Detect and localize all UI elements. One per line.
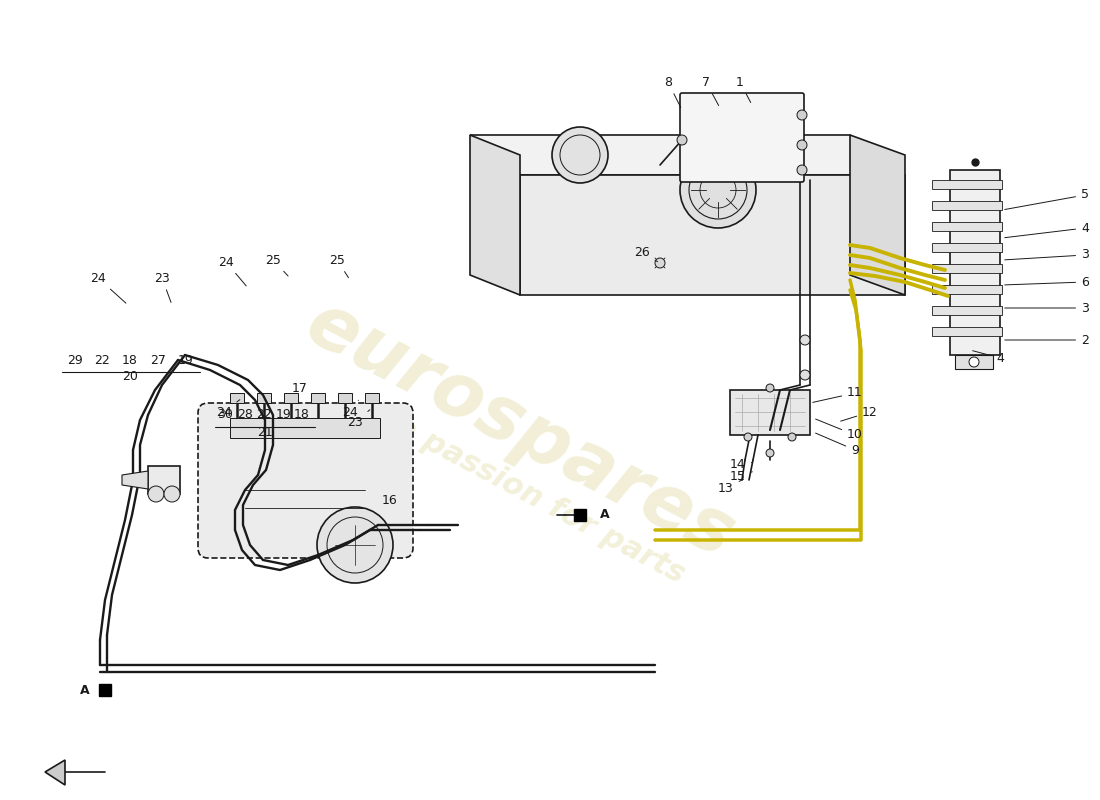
- Bar: [284, 393, 298, 403]
- Bar: [950, 170, 1000, 355]
- Text: 28: 28: [238, 409, 253, 422]
- Text: 25: 25: [329, 254, 349, 278]
- Text: 3: 3: [1004, 302, 1089, 314]
- Circle shape: [676, 135, 688, 145]
- Polygon shape: [520, 175, 905, 295]
- Circle shape: [766, 449, 774, 457]
- Text: 3: 3: [1004, 249, 1089, 262]
- Text: 22: 22: [256, 409, 272, 422]
- Text: 1: 1: [736, 75, 750, 102]
- Text: 27: 27: [150, 354, 166, 366]
- Text: 23: 23: [154, 271, 170, 302]
- Circle shape: [800, 370, 810, 380]
- Bar: [730, 390, 810, 435]
- Text: 2: 2: [1004, 334, 1089, 346]
- Polygon shape: [45, 760, 65, 785]
- Bar: [257, 393, 271, 403]
- Text: 15: 15: [730, 470, 752, 482]
- Text: 17: 17: [293, 382, 308, 394]
- Circle shape: [788, 433, 796, 441]
- Bar: [311, 393, 324, 403]
- Text: 19: 19: [276, 409, 292, 422]
- Text: 24: 24: [216, 400, 240, 418]
- Bar: [932, 285, 1002, 294]
- Bar: [932, 306, 1002, 315]
- Bar: [148, 466, 180, 494]
- Bar: [932, 243, 1002, 252]
- Text: 13: 13: [718, 479, 744, 494]
- Polygon shape: [850, 135, 905, 295]
- Circle shape: [317, 507, 393, 583]
- Text: 24: 24: [218, 255, 246, 286]
- Text: 4: 4: [1004, 222, 1089, 238]
- Circle shape: [148, 486, 164, 502]
- Text: 16: 16: [382, 494, 398, 506]
- Circle shape: [744, 433, 752, 441]
- Text: 18: 18: [122, 354, 138, 366]
- Text: 25: 25: [265, 254, 288, 276]
- Text: 20: 20: [122, 370, 138, 382]
- Text: 12: 12: [840, 406, 878, 421]
- Text: a passion for parts: a passion for parts: [390, 411, 690, 589]
- Text: 19: 19: [178, 354, 194, 366]
- Circle shape: [654, 258, 666, 268]
- Bar: [932, 222, 1002, 231]
- Circle shape: [798, 165, 807, 175]
- Text: 11: 11: [813, 386, 862, 402]
- FancyBboxPatch shape: [680, 93, 804, 182]
- Text: A: A: [80, 683, 90, 697]
- Text: 8: 8: [664, 75, 681, 107]
- Circle shape: [680, 152, 756, 228]
- Bar: [955, 355, 993, 369]
- Circle shape: [798, 140, 807, 150]
- Text: 30: 30: [217, 409, 233, 422]
- Text: 18: 18: [294, 409, 310, 422]
- Bar: [932, 264, 1002, 273]
- Text: 7: 7: [702, 75, 718, 106]
- Text: 22: 22: [95, 354, 110, 366]
- Bar: [932, 180, 1002, 189]
- FancyBboxPatch shape: [198, 403, 412, 558]
- Bar: [932, 201, 1002, 210]
- Bar: [338, 393, 352, 403]
- Bar: [365, 393, 380, 403]
- Text: 14: 14: [730, 458, 752, 471]
- Circle shape: [800, 335, 810, 345]
- Circle shape: [164, 486, 180, 502]
- Text: 23: 23: [348, 410, 370, 429]
- Text: 29: 29: [67, 354, 82, 366]
- Circle shape: [766, 384, 774, 392]
- Polygon shape: [122, 471, 149, 489]
- Text: 5: 5: [1004, 189, 1089, 210]
- Bar: [230, 393, 244, 403]
- Text: 4: 4: [972, 350, 1004, 365]
- Circle shape: [552, 127, 608, 183]
- Text: 9: 9: [815, 433, 859, 457]
- Bar: [932, 327, 1002, 336]
- Text: 21: 21: [257, 426, 273, 438]
- Polygon shape: [470, 135, 520, 295]
- Text: 26: 26: [634, 246, 658, 262]
- Text: eurospares: eurospares: [294, 286, 747, 574]
- Text: 6: 6: [1004, 275, 1089, 289]
- Text: 24: 24: [342, 400, 359, 418]
- Circle shape: [969, 357, 979, 367]
- Polygon shape: [470, 135, 905, 175]
- Bar: [230, 418, 380, 438]
- Text: A: A: [600, 509, 609, 522]
- Text: 24: 24: [90, 271, 125, 303]
- Circle shape: [798, 110, 807, 120]
- Text: 10: 10: [815, 419, 862, 442]
